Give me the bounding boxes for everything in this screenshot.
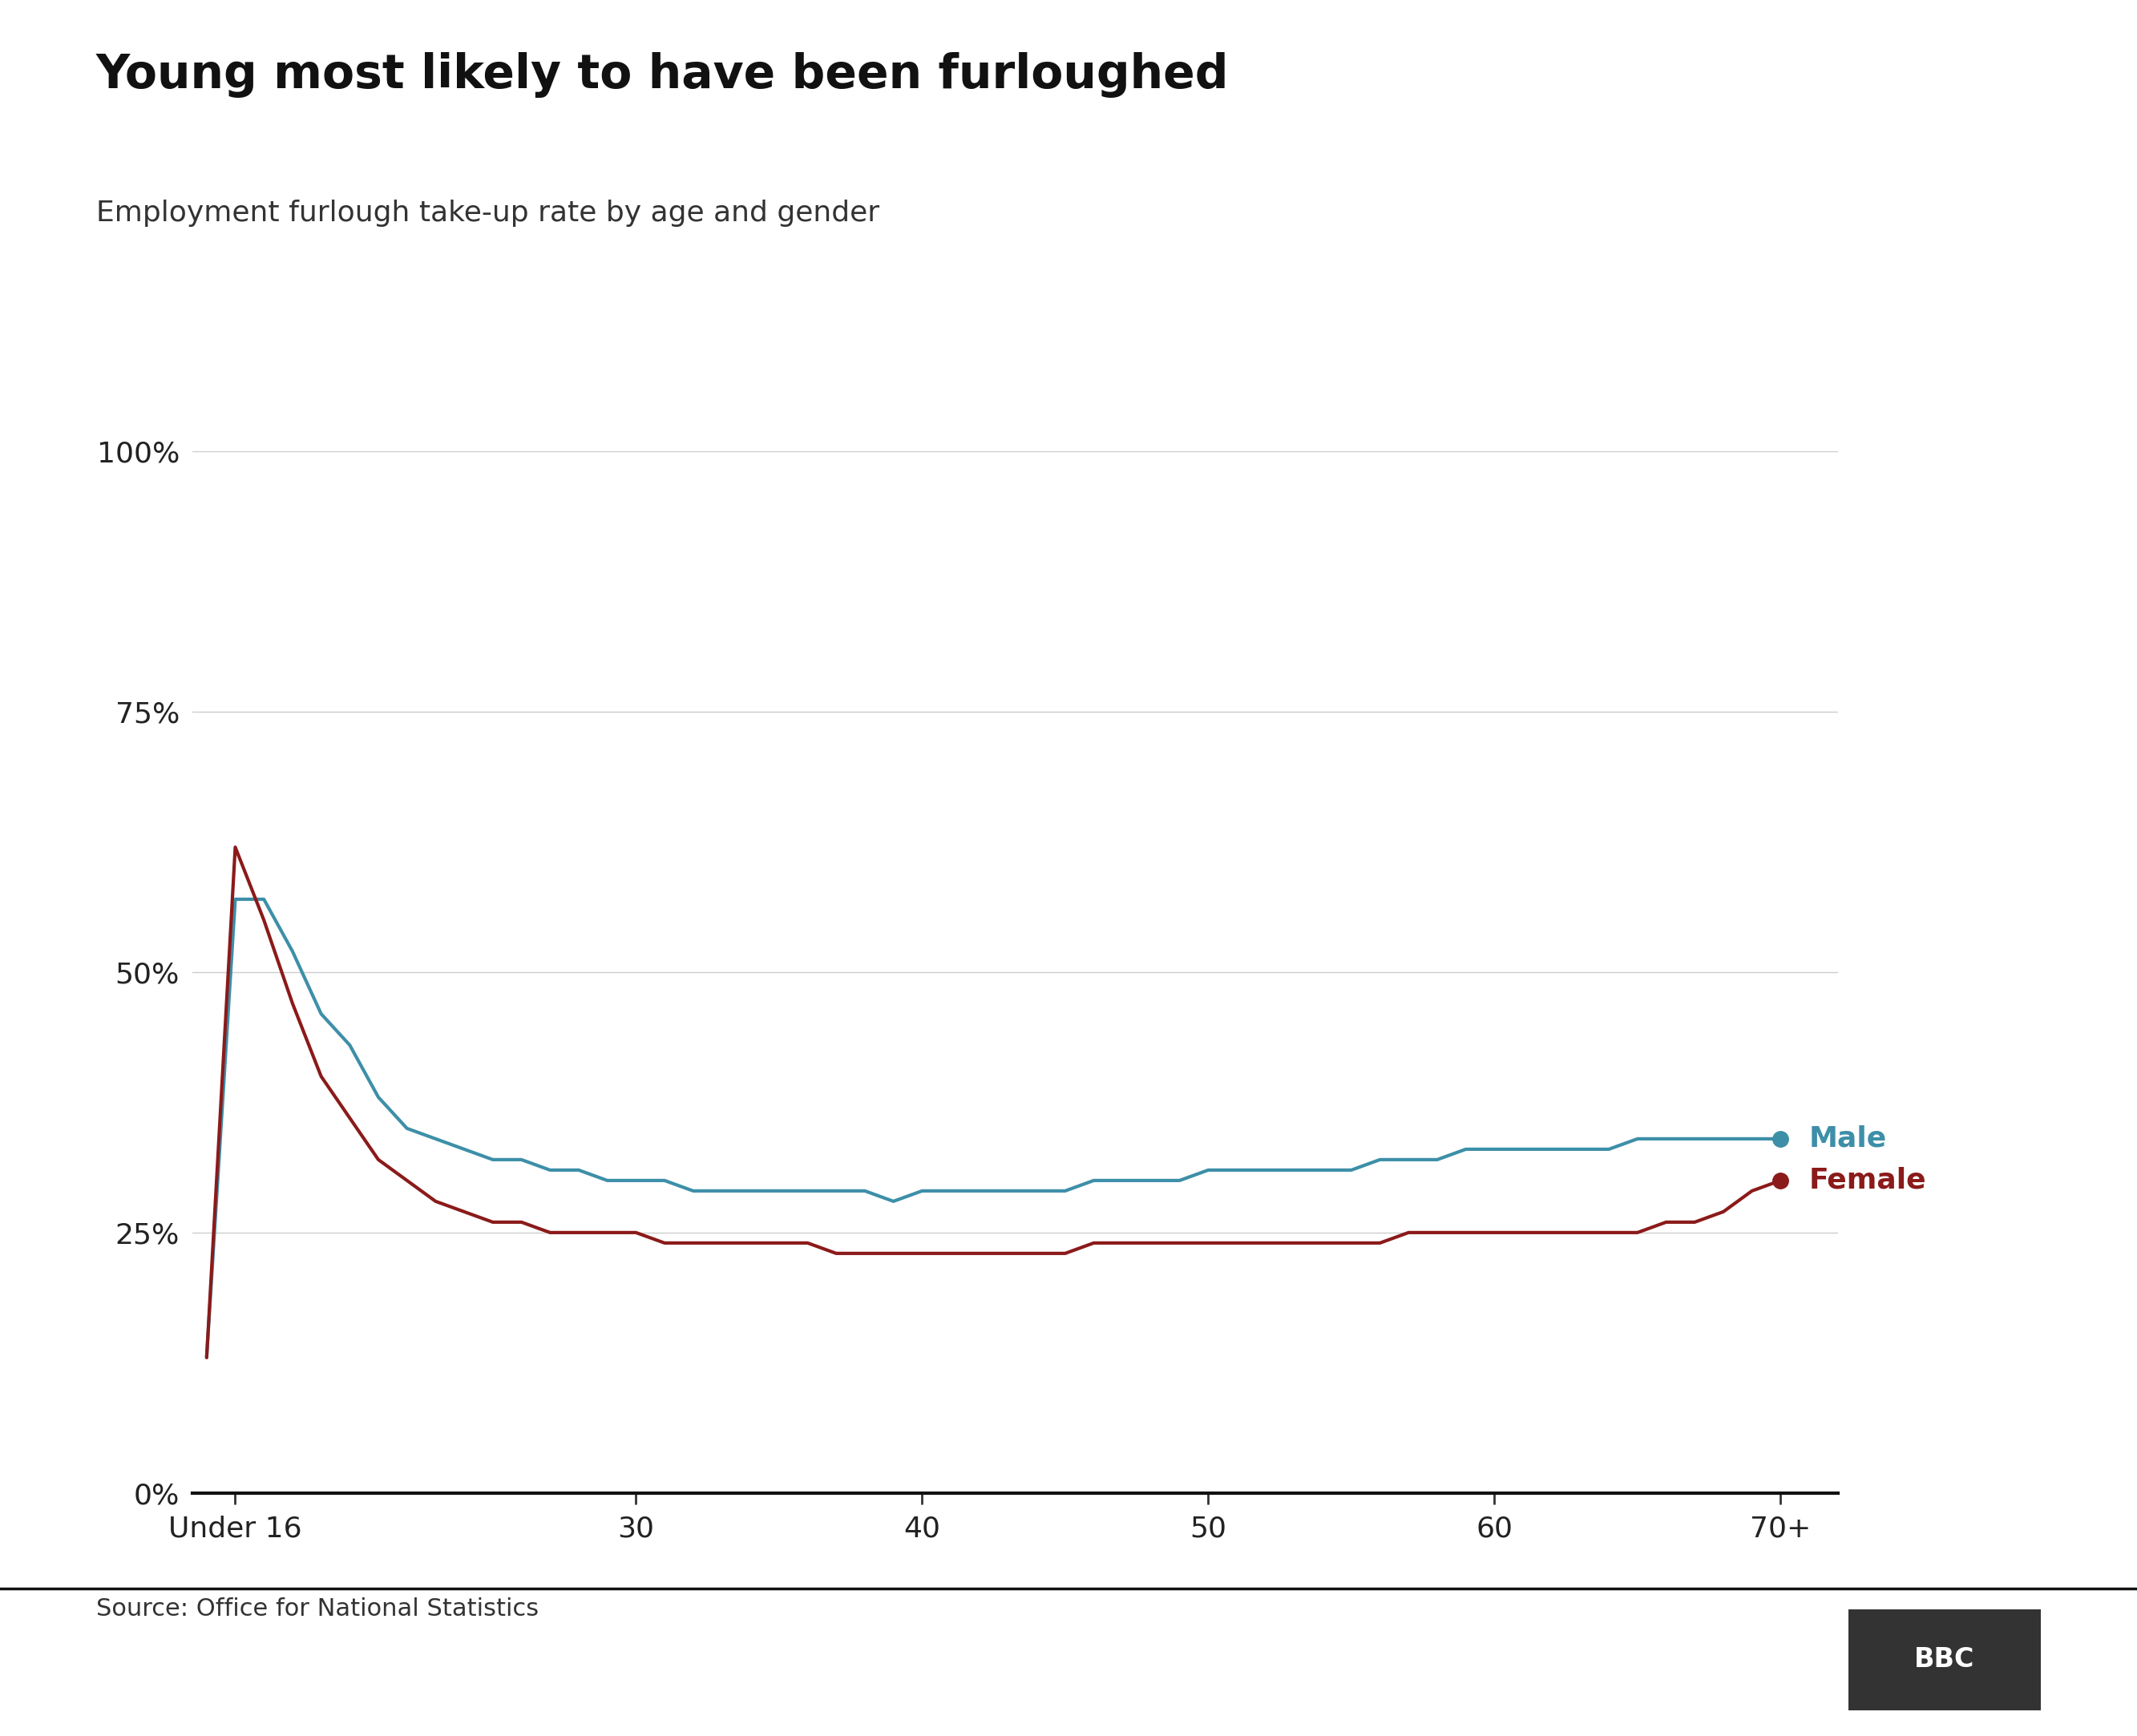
Text: Female: Female <box>1810 1167 1928 1194</box>
Text: Young most likely to have been furloughed: Young most likely to have been furloughe… <box>96 52 1229 97</box>
Text: Employment furlough take-up rate by age and gender: Employment furlough take-up rate by age … <box>96 200 880 227</box>
Text: BBC: BBC <box>1915 1646 1975 1674</box>
Text: Source: Office for National Statistics: Source: Office for National Statistics <box>96 1597 539 1620</box>
Text: Male: Male <box>1810 1125 1887 1153</box>
